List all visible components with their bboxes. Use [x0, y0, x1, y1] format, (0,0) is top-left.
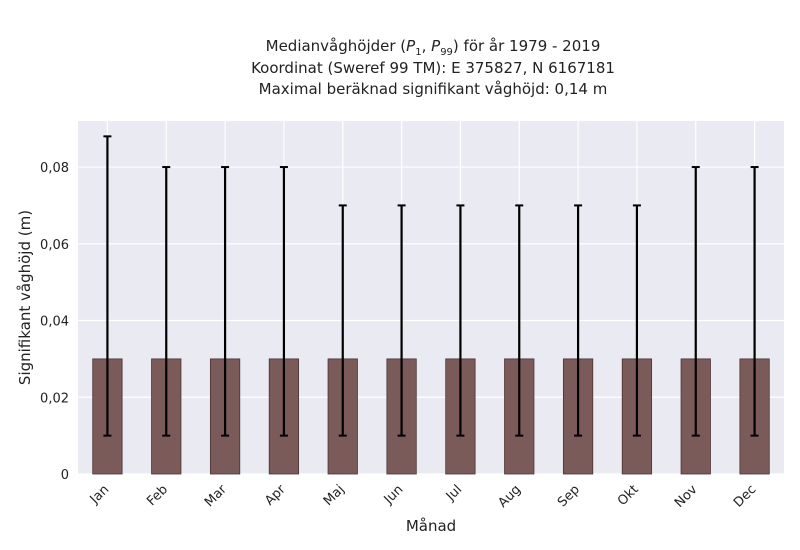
x-tick-label: Sep	[555, 482, 583, 510]
x-tick-label: Nov	[672, 482, 701, 511]
title-line-3: Maximal beräknad signifikant våghöjd: 0,…	[259, 80, 608, 98]
x-tick-label: Okt	[615, 482, 642, 509]
error-bar-okt	[632, 204, 641, 437]
error-bar-dec	[750, 166, 759, 437]
x-tick-label: Jul	[443, 482, 465, 504]
error-bar-jun	[397, 204, 406, 437]
x-tick-label: Apr	[262, 482, 289, 509]
x-axis-ticks: Jan Feb Mar Apr Maj Jun Jul Aug Sep Okt Nov Dec	[87, 482, 760, 511]
chart-title: Medianvåghöjder (P1, P99) för år 1979 - …	[251, 37, 615, 98]
x-axis-label: Månad	[406, 517, 456, 535]
title-line-2: Koordinat (Sweref 99 TM): E 375827, N 61…	[251, 59, 615, 77]
x-tick-label: Maj	[321, 482, 348, 509]
y-tick-label: 0,02	[40, 391, 69, 406]
y-axis-ticks: 0 0,02 0,04 0,06 0,08	[40, 161, 69, 483]
error-bar-feb	[162, 166, 171, 437]
plot-area	[78, 121, 784, 474]
error-bar-jan	[103, 135, 112, 437]
error-bar-sep	[574, 204, 583, 437]
error-bar-mar	[221, 166, 230, 437]
error-bar-apr	[279, 166, 288, 437]
x-tick-label: Aug	[496, 482, 525, 511]
y-tick-label: 0,06	[40, 238, 69, 253]
title-line-1: Medianvåghöjder (P1, P99) för år 1979 - …	[266, 37, 601, 58]
x-tick-label: Dec	[731, 482, 759, 510]
error-bar-maj	[338, 204, 347, 437]
x-tick-label: Jan	[87, 482, 112, 507]
y-tick-label: 0,08	[40, 161, 69, 176]
error-bars	[103, 135, 759, 437]
error-bar-aug	[515, 204, 524, 437]
y-axis-label: Signifikant våghöjd (m)	[16, 210, 34, 385]
error-bar-nov	[691, 166, 700, 437]
x-tick-label: Jun	[381, 482, 407, 508]
y-tick-label: 0	[61, 468, 69, 483]
x-tick-label: Mar	[202, 482, 230, 510]
x-tick-label: Feb	[144, 482, 171, 509]
y-tick-label: 0,04	[40, 315, 69, 330]
error-bar-jul	[456, 204, 465, 437]
